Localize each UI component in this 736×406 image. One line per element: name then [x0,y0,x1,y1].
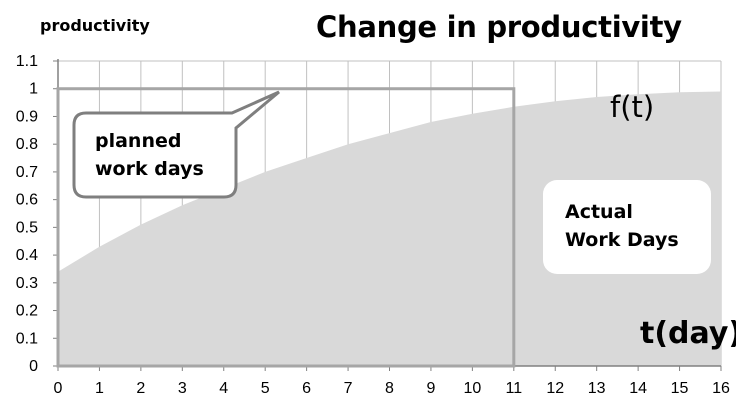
x-tick-label-8: 8 [385,380,394,397]
actual-label-line2: Work Days [565,229,679,251]
planned-label-line1: planned [95,130,182,152]
y-tick-label-0-2: 0.2 [16,303,38,320]
y-tick-label-0: 0 [29,358,38,375]
y-tick-label-0-9: 0.9 [16,108,38,125]
y-tick-label-0-3: 0.3 [16,275,38,292]
x-tick-label-12: 12 [546,380,564,397]
series-label: f(t) [610,90,655,124]
x-tick-label-13: 13 [588,380,606,397]
y-axis-label: productivity [40,16,150,35]
y-tick-label-0-7: 0.7 [16,164,38,181]
y-tick-labels: 0 0.1 0.2 0.3 0.4 0.5 0.6 0.7 0.8 0.9 1 1.1 [16,53,38,375]
planned-label: planned work days [95,127,204,183]
x-tick-label-14: 14 [629,380,647,397]
actual-work-days-box: Actual Work Days [543,180,711,274]
y-tick-label-1: 1 [29,81,38,98]
y-tick-label-0-4: 0.4 [16,247,38,264]
x-tick-label-5: 5 [261,380,270,397]
x-tick-label-0: 0 [54,380,63,397]
planned-work-days-callout [72,90,280,199]
x-tick-label-10: 10 [463,380,481,397]
x-tick-label-4: 4 [219,380,228,397]
chart-title: Change in productivity [316,10,682,44]
x-tick-label-15: 15 [671,380,689,397]
x-tick-label-7: 7 [344,380,353,397]
actual-label-line1: Actual [565,201,633,223]
x-tick-label-16: 16 [712,380,730,397]
x-tick-labels: 0 1 2 3 4 5 6 7 8 9 10 11 12 13 14 15 16 [54,380,730,397]
y-tick-label-0-1: 0.1 [16,330,38,347]
productivity-area [58,91,721,366]
x-tick-label-11: 11 [506,380,523,397]
y-tick-label-0-8: 0.8 [16,136,38,153]
x-tick-label-9: 9 [426,380,435,397]
actual-label: Actual Work Days [565,198,679,254]
x-tick-label-1: 1 [95,380,104,397]
y-tick-label-0-6: 0.6 [16,192,38,209]
x-axis-label: t(day) [640,316,736,351]
x-tick-label-6: 6 [302,380,311,397]
y-tick-label-0-5: 0.5 [16,219,38,236]
planned-work-days-box [56,87,516,368]
x-tick-label-2: 2 [136,380,145,397]
x-tick-label-3: 3 [178,380,187,397]
y-tick-label-1-1: 1.1 [16,53,38,70]
planned-label-line2: work days [95,158,204,180]
